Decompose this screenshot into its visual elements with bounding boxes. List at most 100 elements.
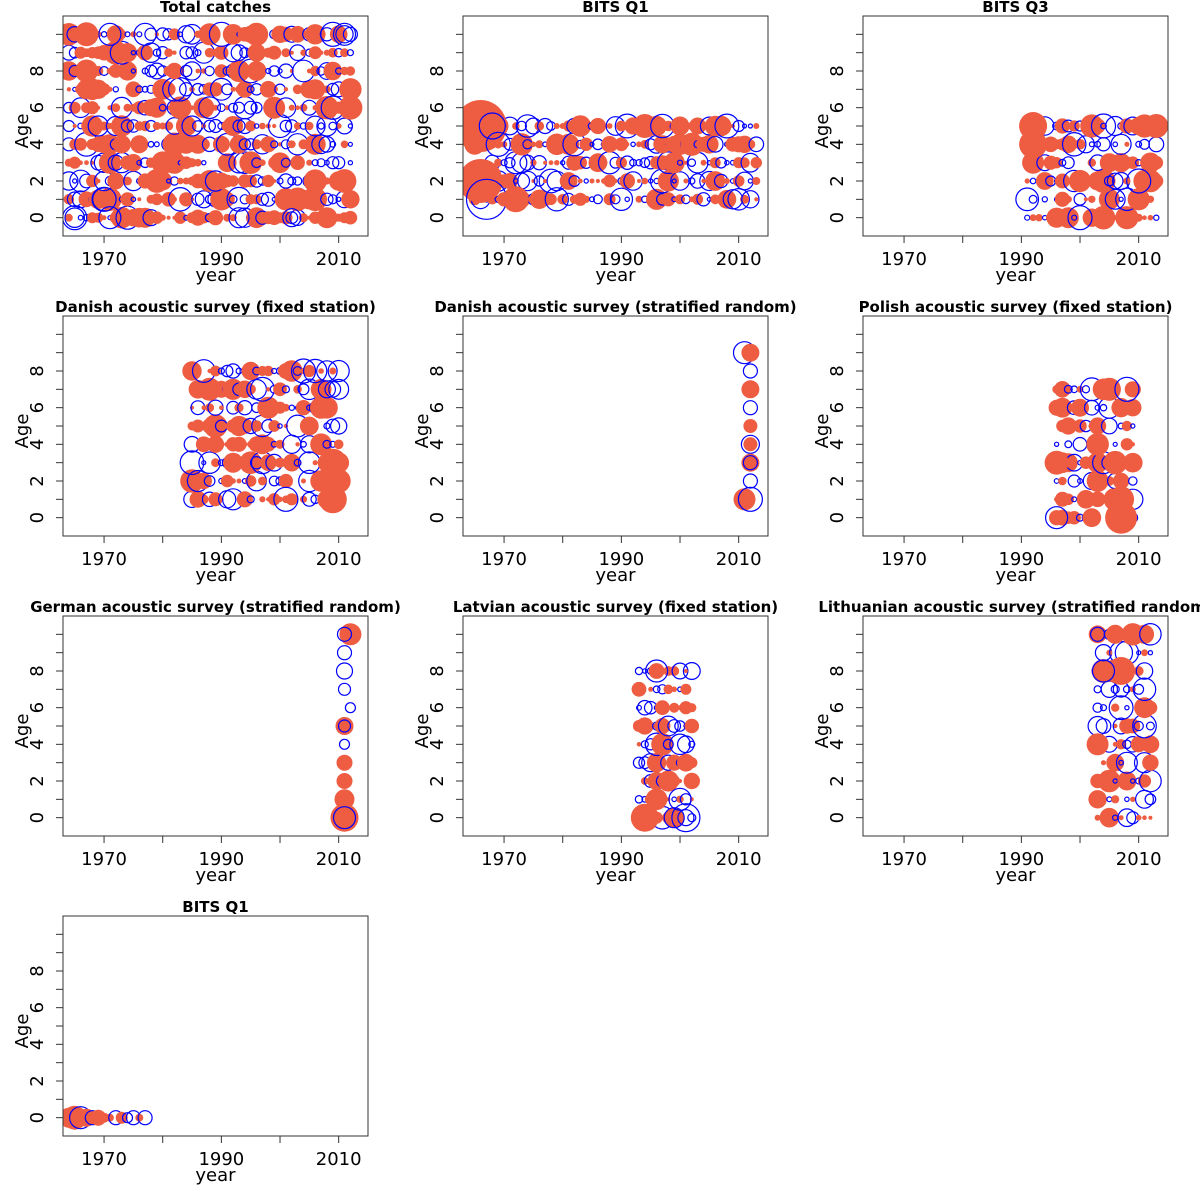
bubble-positive — [259, 496, 266, 503]
bubble-positive — [750, 157, 762, 169]
bubble-positive — [289, 26, 306, 43]
bubble-positive — [267, 45, 282, 60]
bubble-positive — [318, 368, 324, 374]
bubble-negative — [1126, 168, 1152, 194]
bubble-positive — [733, 488, 756, 511]
y-tick-label: 6 — [27, 702, 48, 713]
bubble-negative — [1128, 476, 1138, 486]
bubble-positive — [1134, 213, 1143, 222]
bubble-positive — [510, 133, 533, 156]
bubble-positive — [1149, 155, 1164, 170]
bubble-positive — [142, 141, 149, 148]
bubble-positive — [262, 174, 275, 188]
bubble-negative — [677, 809, 695, 827]
bubble-positive — [494, 158, 503, 167]
bubble-positive — [345, 176, 355, 186]
bubble-negative — [1148, 136, 1165, 153]
bubble-negative — [610, 194, 621, 205]
bubble-negative — [624, 196, 631, 203]
bubble-negative — [1144, 793, 1157, 806]
y-axis-label: Age — [12, 414, 33, 449]
bubble-negative — [100, 30, 108, 38]
bubble-positive — [189, 105, 195, 110]
bubble-negative — [1112, 778, 1118, 784]
bubble-positive — [168, 28, 181, 41]
bubble-positive — [315, 175, 327, 187]
bubble-positive — [651, 733, 674, 756]
y-tick-label: 4 — [827, 439, 848, 450]
bubble-positive — [614, 137, 629, 152]
bubble-positive — [752, 177, 761, 185]
bubble-positive — [305, 121, 314, 131]
bubble-negative — [1044, 506, 1069, 530]
bubble-positive — [236, 478, 242, 484]
bubble-negative — [1029, 177, 1037, 185]
bubble-positive — [295, 105, 300, 110]
bubbles — [732, 341, 764, 512]
bubble-negative — [278, 173, 294, 189]
panel-1: Total catches 1970 1990 2010 0 2 4 6 8 year Age — [12, 0, 369, 286]
bubble-positive — [180, 469, 204, 493]
bubble-positive — [310, 470, 332, 492]
bubble-negative — [1081, 385, 1091, 394]
bubble-positive — [63, 194, 75, 205]
bubble-negative — [342, 26, 358, 42]
bubble-positive — [204, 47, 215, 58]
bubble-positive — [246, 207, 267, 229]
bubble-positive — [305, 24, 326, 45]
bubble-positive — [1115, 206, 1139, 230]
bubble-negative — [1139, 622, 1162, 646]
bubble-positive — [207, 210, 224, 226]
bubble-positive — [603, 174, 616, 188]
bubble-negative — [742, 400, 759, 416]
bubble-positive — [193, 97, 215, 119]
y-tick-label: 2 — [27, 475, 48, 486]
bubble-positive — [117, 43, 138, 63]
bubble-positive — [303, 187, 328, 212]
bubble-negative — [516, 120, 527, 132]
bubble-positive — [1054, 173, 1070, 189]
bubble-positive — [723, 178, 730, 184]
bubble-positive — [701, 178, 706, 184]
bubble-positive — [273, 382, 287, 397]
bubble-negative — [1058, 158, 1067, 167]
y-tick-label: 2 — [27, 775, 48, 786]
bubble-positive — [68, 156, 81, 169]
bubble-positive — [1074, 139, 1086, 150]
bubble-positive — [754, 197, 759, 202]
bubble-positive — [81, 115, 104, 137]
bubble-positive — [111, 103, 121, 113]
bubble-negative — [203, 119, 217, 133]
bubble-positive — [273, 401, 287, 414]
bubble-positive — [263, 365, 274, 377]
bubble-positive — [548, 160, 554, 166]
x-tick-label: 1990 — [998, 849, 1044, 870]
bubble-positive — [310, 433, 332, 456]
bubble-positive — [1101, 796, 1106, 802]
bubble-positive — [281, 48, 291, 58]
bubble-negative — [182, 61, 202, 81]
bubble-negative — [671, 803, 701, 833]
bubble-positive — [146, 97, 167, 118]
bubble-positive — [753, 123, 760, 129]
bubble-positive — [272, 123, 277, 129]
bubble-positive — [343, 210, 358, 225]
bubble-positive — [1133, 666, 1144, 676]
bubble-negative — [662, 738, 674, 750]
bubble-negative — [141, 67, 149, 75]
bubble-positive — [217, 153, 237, 173]
bubble-negative — [748, 136, 765, 153]
bubble-positive — [99, 1112, 110, 1123]
bubble-positive — [1117, 771, 1137, 791]
bubble-negative — [583, 178, 589, 184]
bubble-negative — [320, 192, 334, 206]
bubble-negative — [243, 100, 258, 115]
bubble-negative — [630, 141, 636, 148]
bubble-positive — [1142, 754, 1159, 771]
bubble-positive — [257, 396, 280, 419]
y-axis-label: Age — [412, 714, 433, 749]
bubble-positive — [282, 403, 290, 412]
bubble-positive — [171, 196, 177, 202]
bubble-positive — [661, 192, 676, 207]
bubble-positive — [197, 138, 210, 151]
